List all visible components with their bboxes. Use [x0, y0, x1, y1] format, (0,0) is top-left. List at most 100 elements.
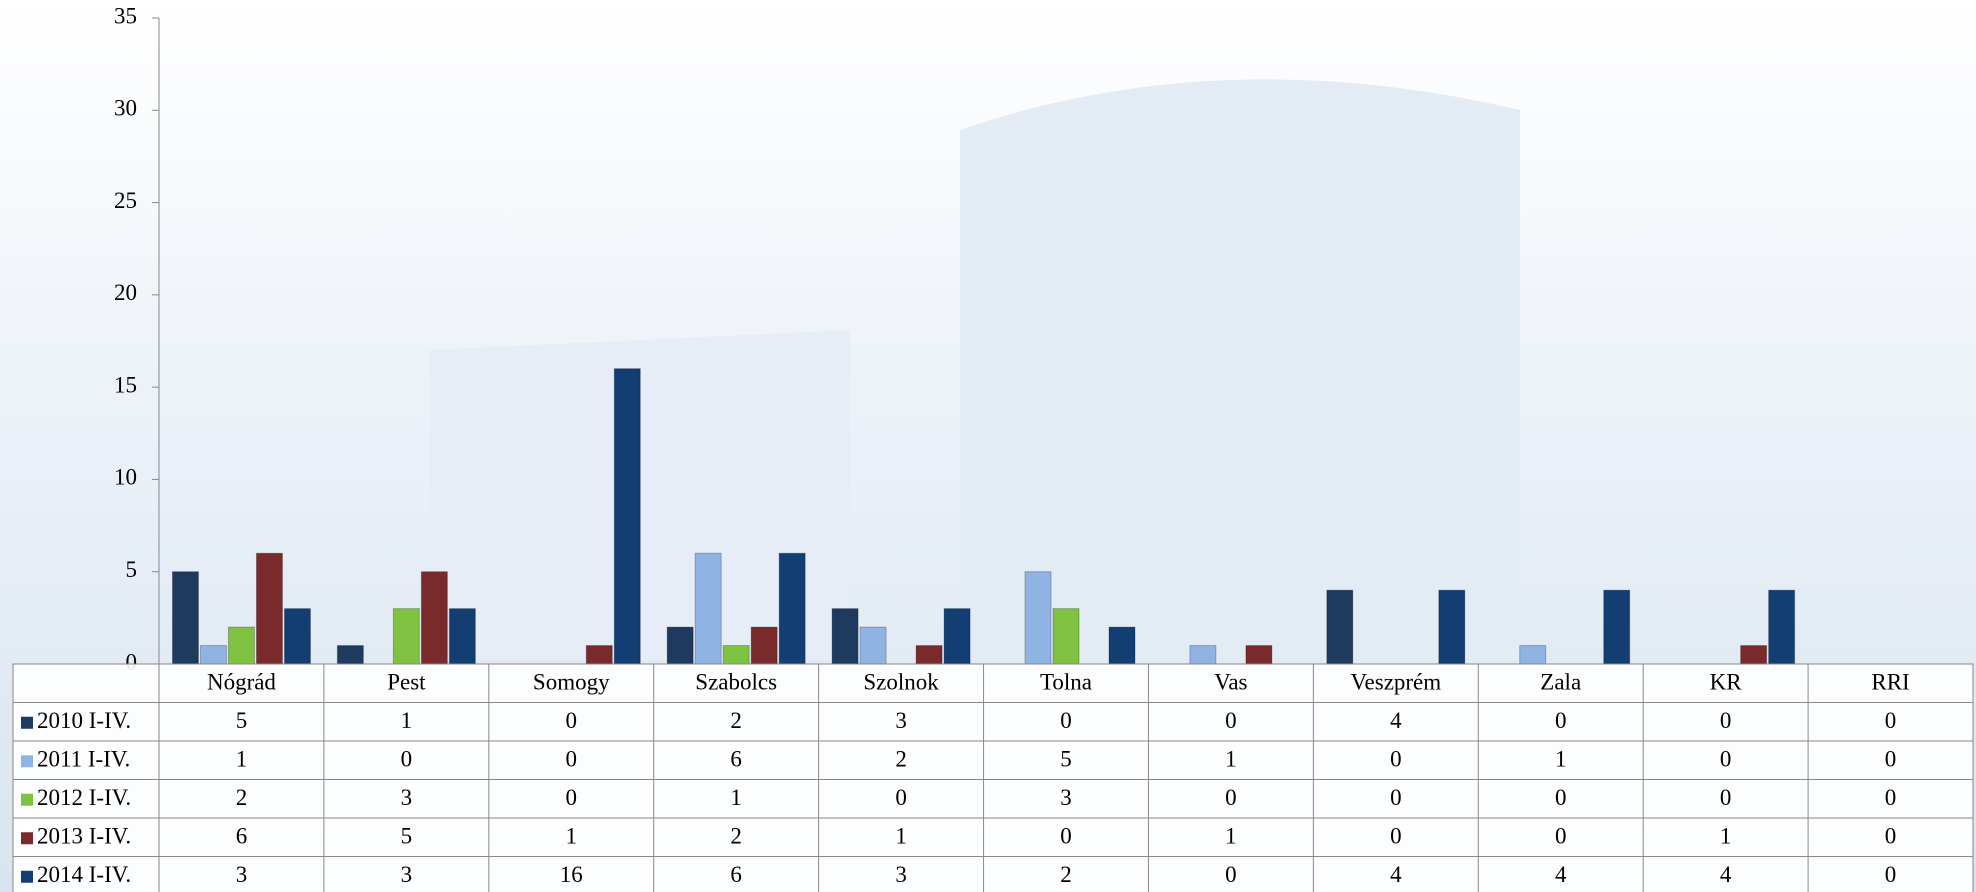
bar [1604, 590, 1630, 664]
bar [751, 627, 777, 664]
legend-swatch [21, 832, 33, 844]
table-cell: 0 [1225, 708, 1237, 733]
table-cell: 4 [1555, 862, 1567, 887]
table-cell: 5 [236, 708, 248, 733]
bar [723, 646, 749, 664]
table-cell: 1 [895, 824, 907, 849]
table-cell: 0 [1060, 708, 1072, 733]
x-tick-label: Zala [1540, 670, 1581, 695]
bar [1025, 572, 1051, 664]
bar [172, 572, 198, 664]
legend-label: 2013 I-IV. [37, 824, 131, 849]
table-cell: 1 [730, 785, 742, 810]
table-cell: 2 [236, 785, 248, 810]
table-cell: 3 [401, 862, 413, 887]
bar [200, 646, 226, 664]
table-cell: 1 [1225, 824, 1237, 849]
table-cell: 2 [895, 747, 907, 772]
table-cell: 0 [1390, 785, 1402, 810]
table-cell: 1 [566, 824, 578, 849]
legend-swatch [21, 755, 33, 767]
table-cell: 0 [1060, 824, 1072, 849]
legend-swatch [21, 794, 33, 806]
x-tick-label: Tolna [1040, 670, 1092, 695]
table-cell: 0 [1720, 708, 1732, 733]
bar [586, 646, 612, 664]
table-cell: 0 [1885, 785, 1897, 810]
table-cell: 1 [401, 708, 413, 733]
x-tick-label: Pest [387, 670, 426, 695]
legend-label: 2012 I-IV. [37, 785, 131, 810]
table-cell: 1 [1555, 747, 1567, 772]
table-cell: 0 [566, 785, 578, 810]
table-cell: 6 [730, 747, 742, 772]
legend-label: 2011 I-IV. [37, 747, 130, 772]
table-cell: 0 [1720, 747, 1732, 772]
bar [832, 609, 858, 664]
table-cell: 1 [236, 747, 248, 772]
x-tick-label: Somogy [533, 670, 610, 695]
legend-label: 2014 I-IV. [37, 862, 131, 887]
table-cell: 6 [236, 824, 248, 849]
bar [1439, 590, 1465, 664]
table-cell: 5 [401, 824, 413, 849]
table-cell: 3 [1060, 785, 1072, 810]
data-table [13, 664, 1973, 892]
bar [916, 646, 942, 664]
table-cell: 4 [1720, 862, 1732, 887]
y-tick-label: 30 [114, 96, 137, 121]
table-cell: 0 [1555, 708, 1567, 733]
y-tick-label: 35 [114, 3, 137, 28]
x-tick-label: Veszprém [1350, 670, 1441, 695]
table-cell: 0 [1225, 785, 1237, 810]
bar [337, 646, 363, 664]
table-cell: 5 [1060, 747, 1072, 772]
bar [449, 609, 475, 664]
bar [1246, 646, 1272, 664]
table-cell: 4 [1390, 862, 1402, 887]
table-cell: 0 [566, 747, 578, 772]
x-tick-label: KR [1710, 670, 1743, 695]
y-tick-label: 20 [114, 280, 137, 305]
table-cell: 0 [1885, 747, 1897, 772]
bar [421, 572, 447, 664]
bar [1109, 627, 1135, 664]
bar [228, 627, 254, 664]
table-cell: 1 [1720, 824, 1732, 849]
x-tick-label: Szabolcs [695, 670, 777, 695]
table-cell: 1 [1225, 747, 1237, 772]
x-tick-label: RRI [1871, 670, 1909, 695]
table-cell: 0 [1885, 824, 1897, 849]
bar [695, 553, 721, 664]
table-cell: 0 [1555, 785, 1567, 810]
table-cell: 3 [236, 862, 248, 887]
bar [614, 369, 640, 664]
table-cell: 0 [1390, 824, 1402, 849]
x-tick-label: Szolnok [863, 670, 939, 695]
bar [393, 609, 419, 664]
bar [944, 609, 970, 664]
table-cell: 3 [895, 708, 907, 733]
bar [284, 609, 310, 664]
table-cell: 3 [895, 862, 907, 887]
bar [860, 627, 886, 664]
x-tick-label: Nógrád [207, 670, 276, 695]
table-cell: 0 [895, 785, 907, 810]
table-cell: 0 [1225, 862, 1237, 887]
table-cell: 0 [1885, 862, 1897, 887]
table-cell: 2 [730, 824, 742, 849]
bar [1741, 646, 1767, 664]
y-tick-label: 5 [126, 557, 138, 582]
legend-swatch [21, 717, 33, 729]
bar [1190, 646, 1216, 664]
y-tick-label: 15 [114, 372, 137, 397]
table-cell: 0 [1390, 747, 1402, 772]
chart: 05101520253035NógrádPestSomogySzabolcsSz… [0, 0, 1976, 892]
table-cell: 2 [730, 708, 742, 733]
table-cell: 0 [401, 747, 413, 772]
table-cell: 4 [1390, 708, 1402, 733]
table-cell: 6 [730, 862, 742, 887]
y-tick-label: 25 [114, 188, 137, 213]
table-cell: 0 [1555, 824, 1567, 849]
bar [1327, 590, 1353, 664]
